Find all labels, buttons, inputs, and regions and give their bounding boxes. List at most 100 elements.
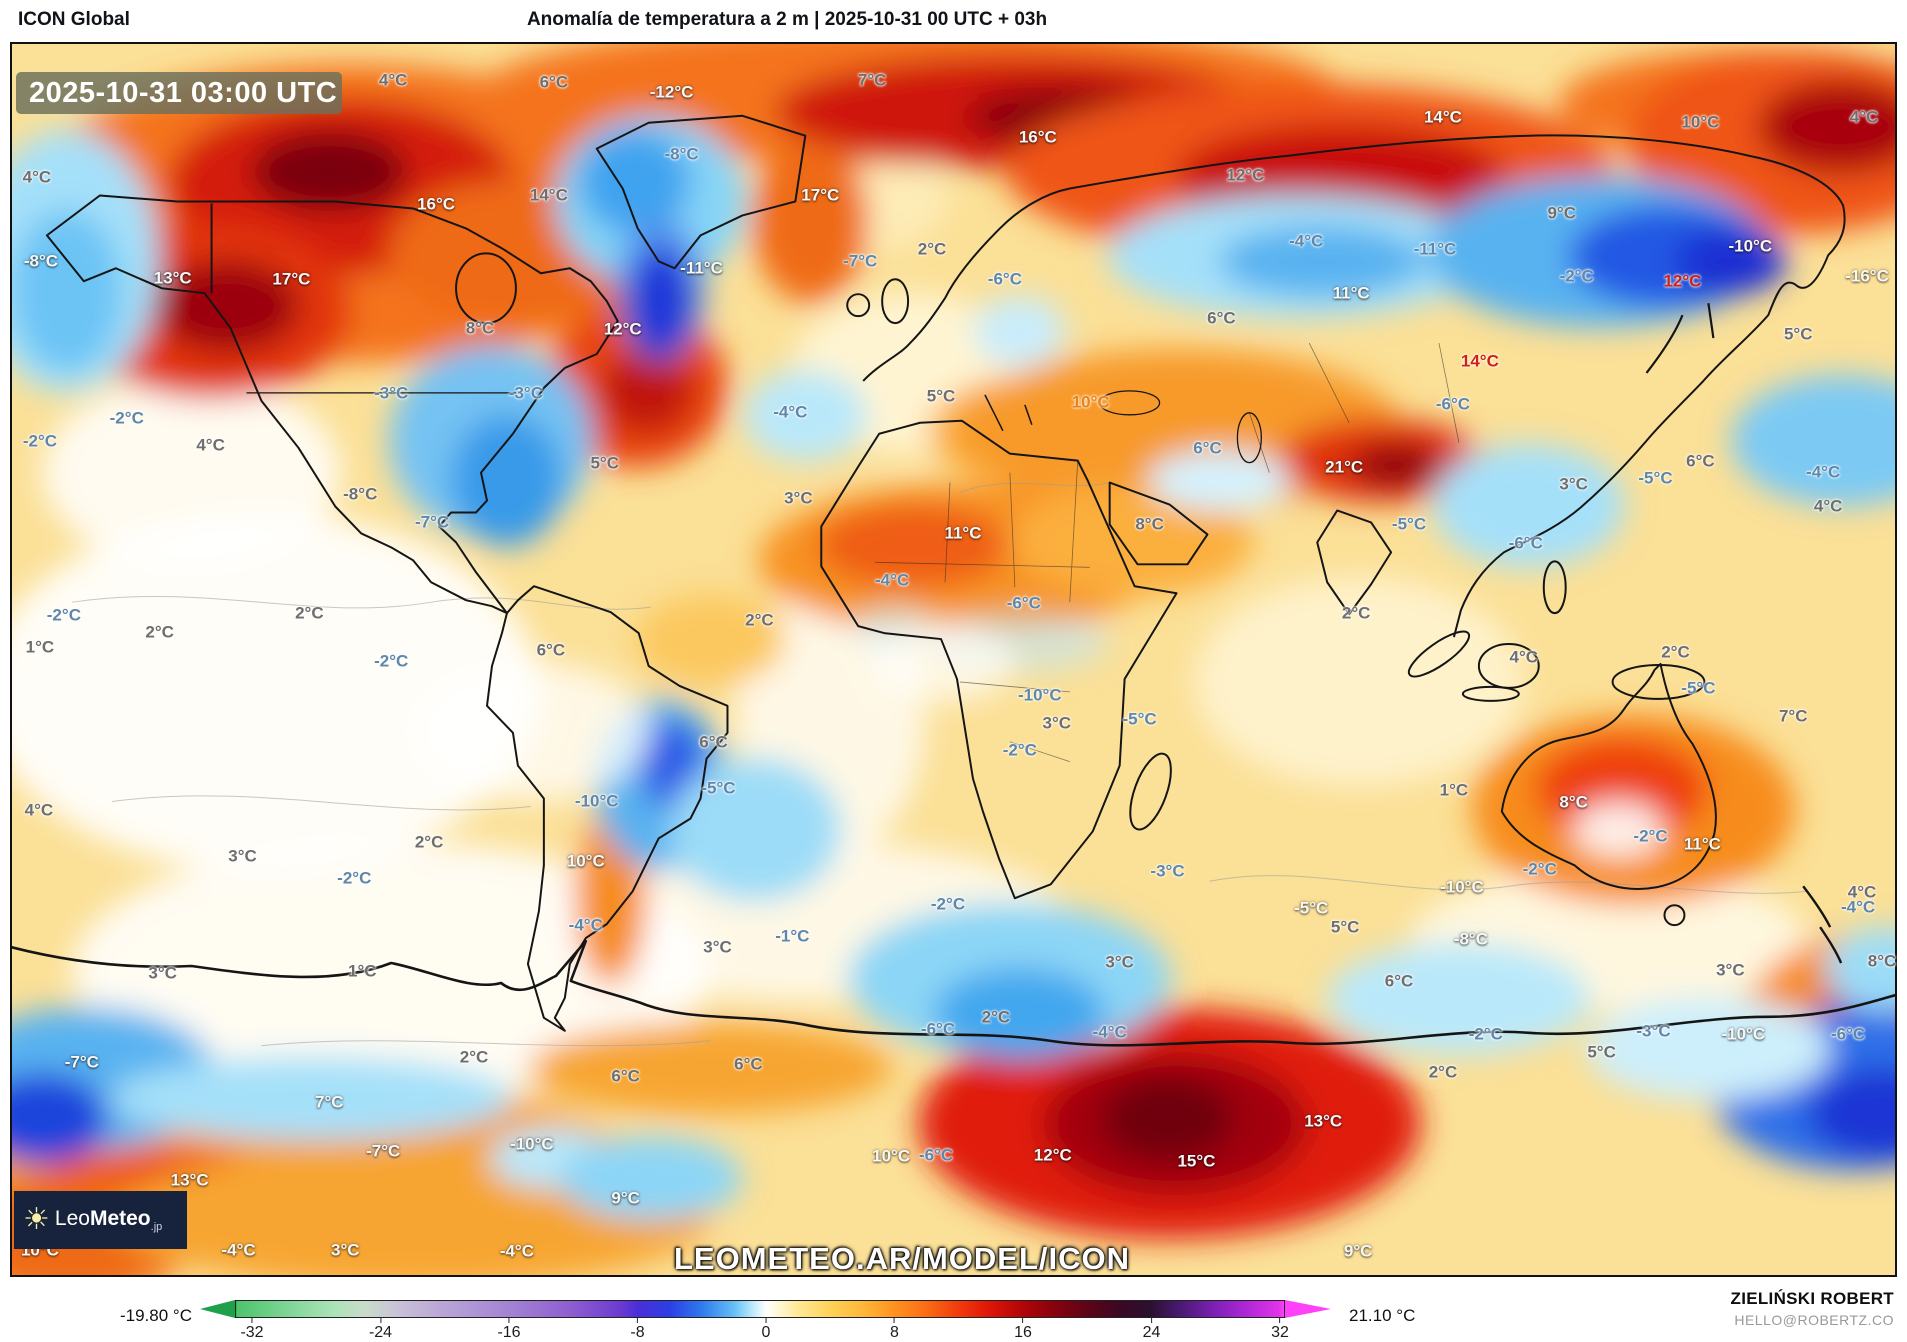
temp-label: 13°C — [153, 268, 192, 288]
scale-tick: 8 — [890, 1318, 899, 1342]
temp-label: 2°C — [1341, 603, 1371, 623]
temp-label: -2°C — [374, 651, 409, 671]
temp-label: 4°C — [22, 167, 52, 187]
temp-label: 9°C — [1547, 203, 1576, 223]
temp-label: -7°C — [366, 1141, 401, 1161]
scale-tick: -24 — [369, 1318, 392, 1342]
scale-tick: 0 — [762, 1318, 770, 1342]
temp-label: 12°C — [1663, 271, 1702, 291]
temp-label: 6°C — [1686, 451, 1715, 471]
temp-label: -5°C — [1391, 514, 1427, 534]
temp-label: 9°C — [611, 1188, 640, 1208]
temp-label: -11°C — [680, 258, 723, 278]
watermark: LEOMETEO.AR/MODEL/ICON — [674, 1241, 1130, 1276]
temp-label: 17°C — [801, 185, 840, 204]
temp-label: -16°C — [1845, 266, 1889, 286]
temp-label: 14°C — [1423, 107, 1462, 127]
model-name: ICON Global — [18, 9, 130, 30]
temp-label: -6°C — [1006, 593, 1041, 613]
temp-label: 2°C — [1661, 642, 1690, 662]
temp-label: 2°C — [745, 610, 774, 630]
temp-label: 4°C — [196, 435, 225, 455]
temp-label: -7°C — [64, 1052, 99, 1072]
page-title: Anomalía de temperatura a 2 m | 2025-10-… — [526, 9, 1048, 30]
temp-label: 4°C — [1849, 107, 1879, 127]
temp-label: 3°C — [703, 937, 732, 957]
temp-label: 8°C — [1135, 514, 1164, 534]
temp-label: -3°C — [374, 383, 409, 403]
temp-label: -4°C — [773, 402, 808, 422]
header: ICON Global Anomalía de temperatura a 2 … — [0, 0, 1907, 40]
temp-label: 3°C — [331, 1240, 360, 1260]
temp-label: 4°C — [378, 70, 408, 90]
temp-label: 1°C — [347, 961, 377, 981]
map-canvas: 2025-10-31 03:00 UTC 4°C 6°C -12°C 7°C 16°C 1… — [10, 42, 1897, 1277]
scale-tick: 24 — [1143, 1318, 1160, 1342]
temp-label: -5°C — [701, 778, 736, 798]
temp-label: 3°C — [1716, 960, 1745, 980]
temp-label: -7°C — [843, 251, 878, 271]
temp-label: -6°C — [920, 1019, 956, 1039]
temp-label: 13°C — [1304, 1111, 1343, 1130]
temp-label: 10°C — [872, 1146, 911, 1166]
temp-label: 5°C — [590, 453, 619, 473]
temp-label: 6°C — [611, 1066, 640, 1086]
temp-label: -8°C — [343, 484, 378, 504]
temp-label: -11°C — [1413, 239, 1457, 259]
temp-label: 2°C — [917, 239, 947, 259]
temp-label: 5°C — [1330, 917, 1360, 937]
temp-label: 15°C — [1177, 1151, 1216, 1171]
temp-label: -5°C — [1681, 678, 1716, 698]
temp-label: 3°C — [148, 963, 177, 983]
temp-label: 10°C — [1071, 392, 1110, 412]
temp-label: 8°C — [1559, 792, 1588, 812]
temp-label: -2°C — [1559, 266, 1594, 286]
temp-label: -4°C — [221, 1240, 256, 1260]
sun-icon: ☀ — [23, 1203, 50, 1236]
temp-label: -7°C — [414, 512, 450, 532]
temp-label: 8°C — [1867, 951, 1897, 971]
temp-label: 6°C — [1207, 308, 1236, 328]
temp-label: 12°C — [1226, 165, 1265, 185]
temp-label: -10°C — [574, 791, 619, 811]
temp-label: 7°C — [315, 1092, 344, 1112]
temp-label: -3°C — [1636, 1021, 1671, 1041]
temp-label: -6°C — [918, 1145, 954, 1165]
temp-label: -6°C — [1435, 394, 1471, 414]
scale-max-label: 21.10 °C — [1349, 1306, 1416, 1325]
colorbar-footer: -19.80 °C -32 -24 -16 -8 0 8 16 24 32 21.10 °C Z… — [0, 1277, 1907, 1342]
temp-label: -2°C — [1002, 740, 1037, 760]
temp-label: 2°C — [414, 832, 444, 852]
temp-label: 4°C — [1813, 496, 1843, 515]
temp-label: -2°C — [1468, 1024, 1503, 1044]
temp-label: -3°C — [508, 383, 544, 403]
temp-label: -1°C — [775, 926, 810, 946]
temp-label: 3°C — [1042, 713, 1072, 733]
temp-label: 11°C — [1332, 283, 1370, 303]
temp-label: -4°C — [1289, 231, 1324, 251]
temp-label: -10°C — [1017, 685, 1062, 705]
temp-label: -2°C — [1633, 826, 1668, 846]
contour-lines — [71, 482, 1809, 1047]
scale-tick: 16 — [1014, 1318, 1032, 1342]
temp-label: 4°C — [1847, 882, 1877, 902]
temp-label: -12°C — [649, 82, 694, 102]
scale-tick: -16 — [497, 1318, 521, 1342]
temp-label: -2°C — [22, 431, 58, 451]
temp-label: 6°C — [734, 1054, 763, 1074]
temp-label: 9°C — [1343, 1241, 1373, 1261]
temp-label: 1°C — [1439, 780, 1469, 800]
temp-label: 2°C — [1428, 1062, 1458, 1082]
temp-label: -2°C — [337, 868, 372, 888]
temp-label: 10°C — [566, 851, 605, 871]
temp-label: -4°C — [499, 1241, 535, 1261]
temp-label: -8°C — [664, 144, 699, 164]
temp-label: -2°C — [930, 894, 966, 914]
credit-name: ZIELIŃSKI ROBERT — [1730, 1289, 1894, 1308]
temp-label: -4°C — [1092, 1022, 1127, 1042]
temp-label: 2°C — [459, 1047, 489, 1067]
temp-label: -10°C — [1440, 877, 1484, 897]
timestamp-overlay: 2025-10-31 03:00 UTC — [16, 72, 342, 114]
temp-label: -8°C — [23, 251, 59, 271]
temp-label: -8°C — [1453, 929, 1488, 949]
